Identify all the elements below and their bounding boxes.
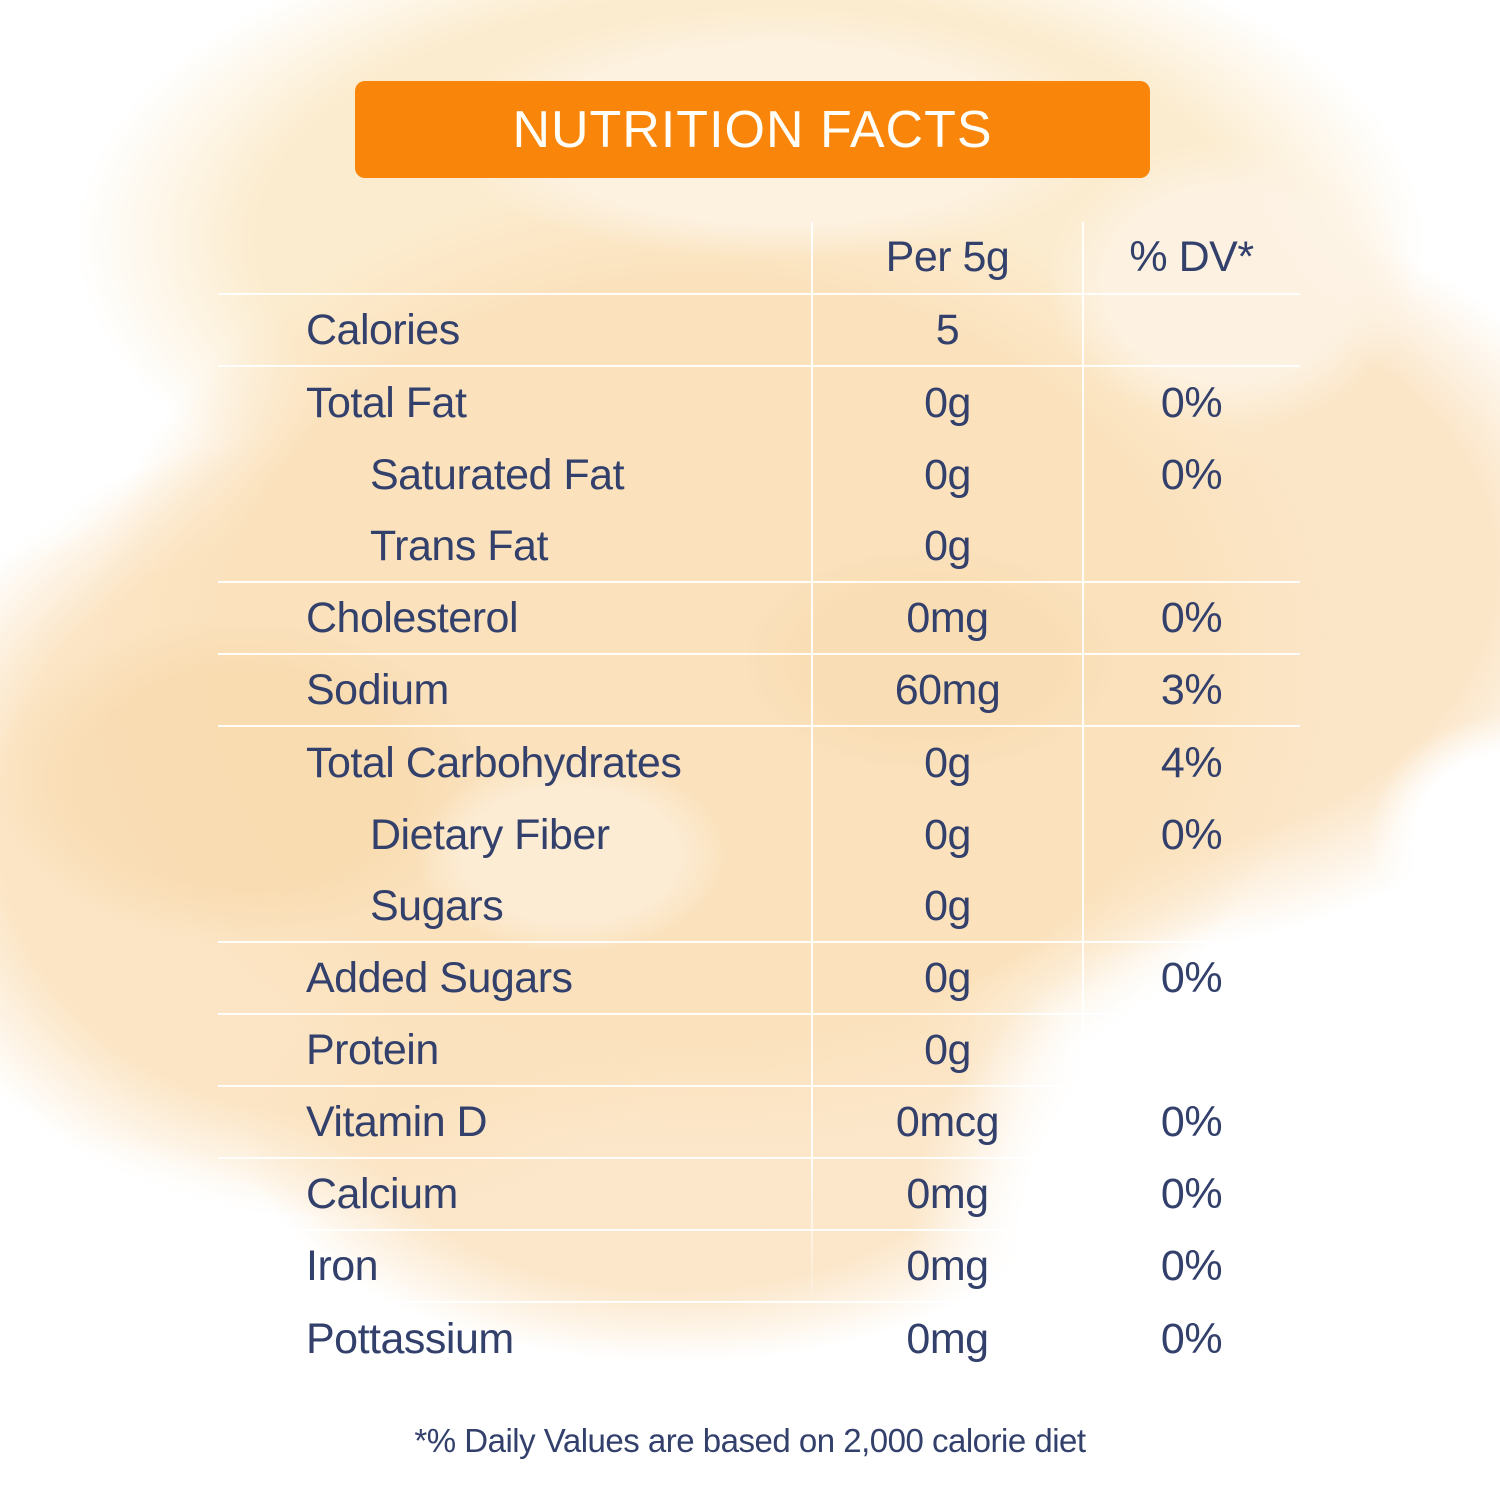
- nutrient-label: Calcium: [306, 1169, 458, 1218]
- nutrient-amount: 0g: [924, 953, 971, 1002]
- nutrient-amount: 0g: [924, 450, 971, 499]
- nutrient-label: Saturated Fat: [370, 450, 625, 499]
- column-header-amount: Per 5g: [885, 233, 1010, 281]
- nutrient-amount: 0g: [924, 810, 971, 859]
- nutrient-label: Trans Fat: [370, 521, 548, 570]
- nutrient-daily-value: 3%: [1160, 665, 1223, 714]
- nutrient-daily-value: 0%: [1160, 1241, 1223, 1290]
- title-banner: NUTRITION FACTS: [355, 81, 1150, 178]
- nutrient-amount: 0mg: [906, 593, 989, 642]
- table-row: Calories 5: [218, 295, 1300, 367]
- table-row: Trans Fat 0g: [218, 511, 1300, 583]
- nutrient-daily-value: 0%: [1160, 1097, 1223, 1146]
- table-row: Added Sugars 0g 0%: [218, 943, 1300, 1015]
- nutrient-amount: 0mg: [906, 1241, 989, 1290]
- column-header-blank: [218, 222, 812, 293]
- table-row: Dietary Fiber 0g 0%: [218, 799, 1300, 871]
- nutrient-label: Sodium: [306, 665, 449, 714]
- nutrient-label: Vitamin D: [306, 1097, 488, 1146]
- table-row: Sugars 0g: [218, 871, 1300, 943]
- nutrient-label: Sugars: [370, 881, 504, 930]
- nutrition-table: Per 5g % DV* Calories 5 Total Fat 0g 0% Satur…: [218, 222, 1300, 1375]
- table-body: Calories 5 Total Fat 0g 0% Saturated Fat 0g 0% T…: [218, 295, 1300, 1375]
- table-row: Protein 0g: [218, 1015, 1300, 1087]
- nutrient-daily-value: 0%: [1160, 450, 1223, 499]
- nutrient-daily-value: 0%: [1160, 953, 1223, 1002]
- nutrient-daily-value: 0%: [1160, 1314, 1223, 1363]
- nutrient-amount: 0g: [924, 378, 971, 427]
- table-header-row: Per 5g % DV*: [218, 222, 1300, 295]
- nutrient-label: Dietary Fiber: [370, 810, 610, 859]
- nutrient-label: Iron: [306, 1241, 379, 1290]
- nutrient-amount: 0g: [924, 1025, 971, 1074]
- nutrient-amount: 0g: [924, 521, 971, 570]
- nutrient-amount: 0g: [924, 881, 971, 930]
- column-header-dv: % DV*: [1129, 233, 1254, 281]
- nutrient-amount: 0mg: [906, 1169, 989, 1218]
- nutrient-label: Cholesterol: [306, 593, 519, 642]
- nutrient-label: Added Sugars: [306, 953, 573, 1002]
- nutrient-amount: 0mg: [906, 1314, 989, 1363]
- nutrient-daily-value: 0%: [1160, 1169, 1223, 1218]
- table-row: Cholesterol 0mg 0%: [218, 583, 1300, 655]
- nutrient-label: Protein: [306, 1025, 439, 1074]
- nutrient-label: Total Fat: [306, 378, 467, 427]
- table-row: Saturated Fat 0g 0%: [218, 439, 1300, 511]
- nutrient-daily-value: 0%: [1160, 378, 1223, 427]
- nutrient-amount: 5: [935, 305, 960, 354]
- nutrient-amount: 0mcg: [895, 1097, 1000, 1146]
- table-row: Vitamin D 0mcg 0%: [218, 1087, 1300, 1159]
- nutrient-label: Calories: [306, 305, 460, 354]
- table-row: Calcium 0mg 0%: [218, 1159, 1300, 1231]
- nutrient-daily-value: 0%: [1160, 810, 1223, 859]
- footnote: *% Daily Values are based on 2,000 calor…: [414, 1422, 1086, 1459]
- table-row: Iron 0mg 0%: [218, 1231, 1300, 1303]
- table-row: Sodium 60mg 3%: [218, 655, 1300, 727]
- nutrient-daily-value: 4%: [1160, 738, 1223, 787]
- nutrient-amount: 60mg: [894, 665, 1001, 714]
- table-row: Total Carbohydrates 0g 4%: [218, 727, 1300, 799]
- nutrient-daily-value: [1083, 1015, 1300, 1085]
- nutrient-label: Pottassium: [306, 1314, 514, 1363]
- nutrient-daily-value: [1083, 871, 1300, 941]
- page-title: NUTRITION FACTS: [512, 100, 993, 159]
- nutrient-daily-value: [1083, 511, 1300, 581]
- nutrient-daily-value: [1083, 295, 1300, 365]
- table-row: Total Fat 0g 0%: [218, 367, 1300, 439]
- nutrient-label: Total Carbohydrates: [306, 738, 682, 787]
- nutrient-amount: 0g: [924, 738, 971, 787]
- nutrient-daily-value: 0%: [1160, 593, 1223, 642]
- table-row: Pottassium 0mg 0%: [218, 1303, 1300, 1375]
